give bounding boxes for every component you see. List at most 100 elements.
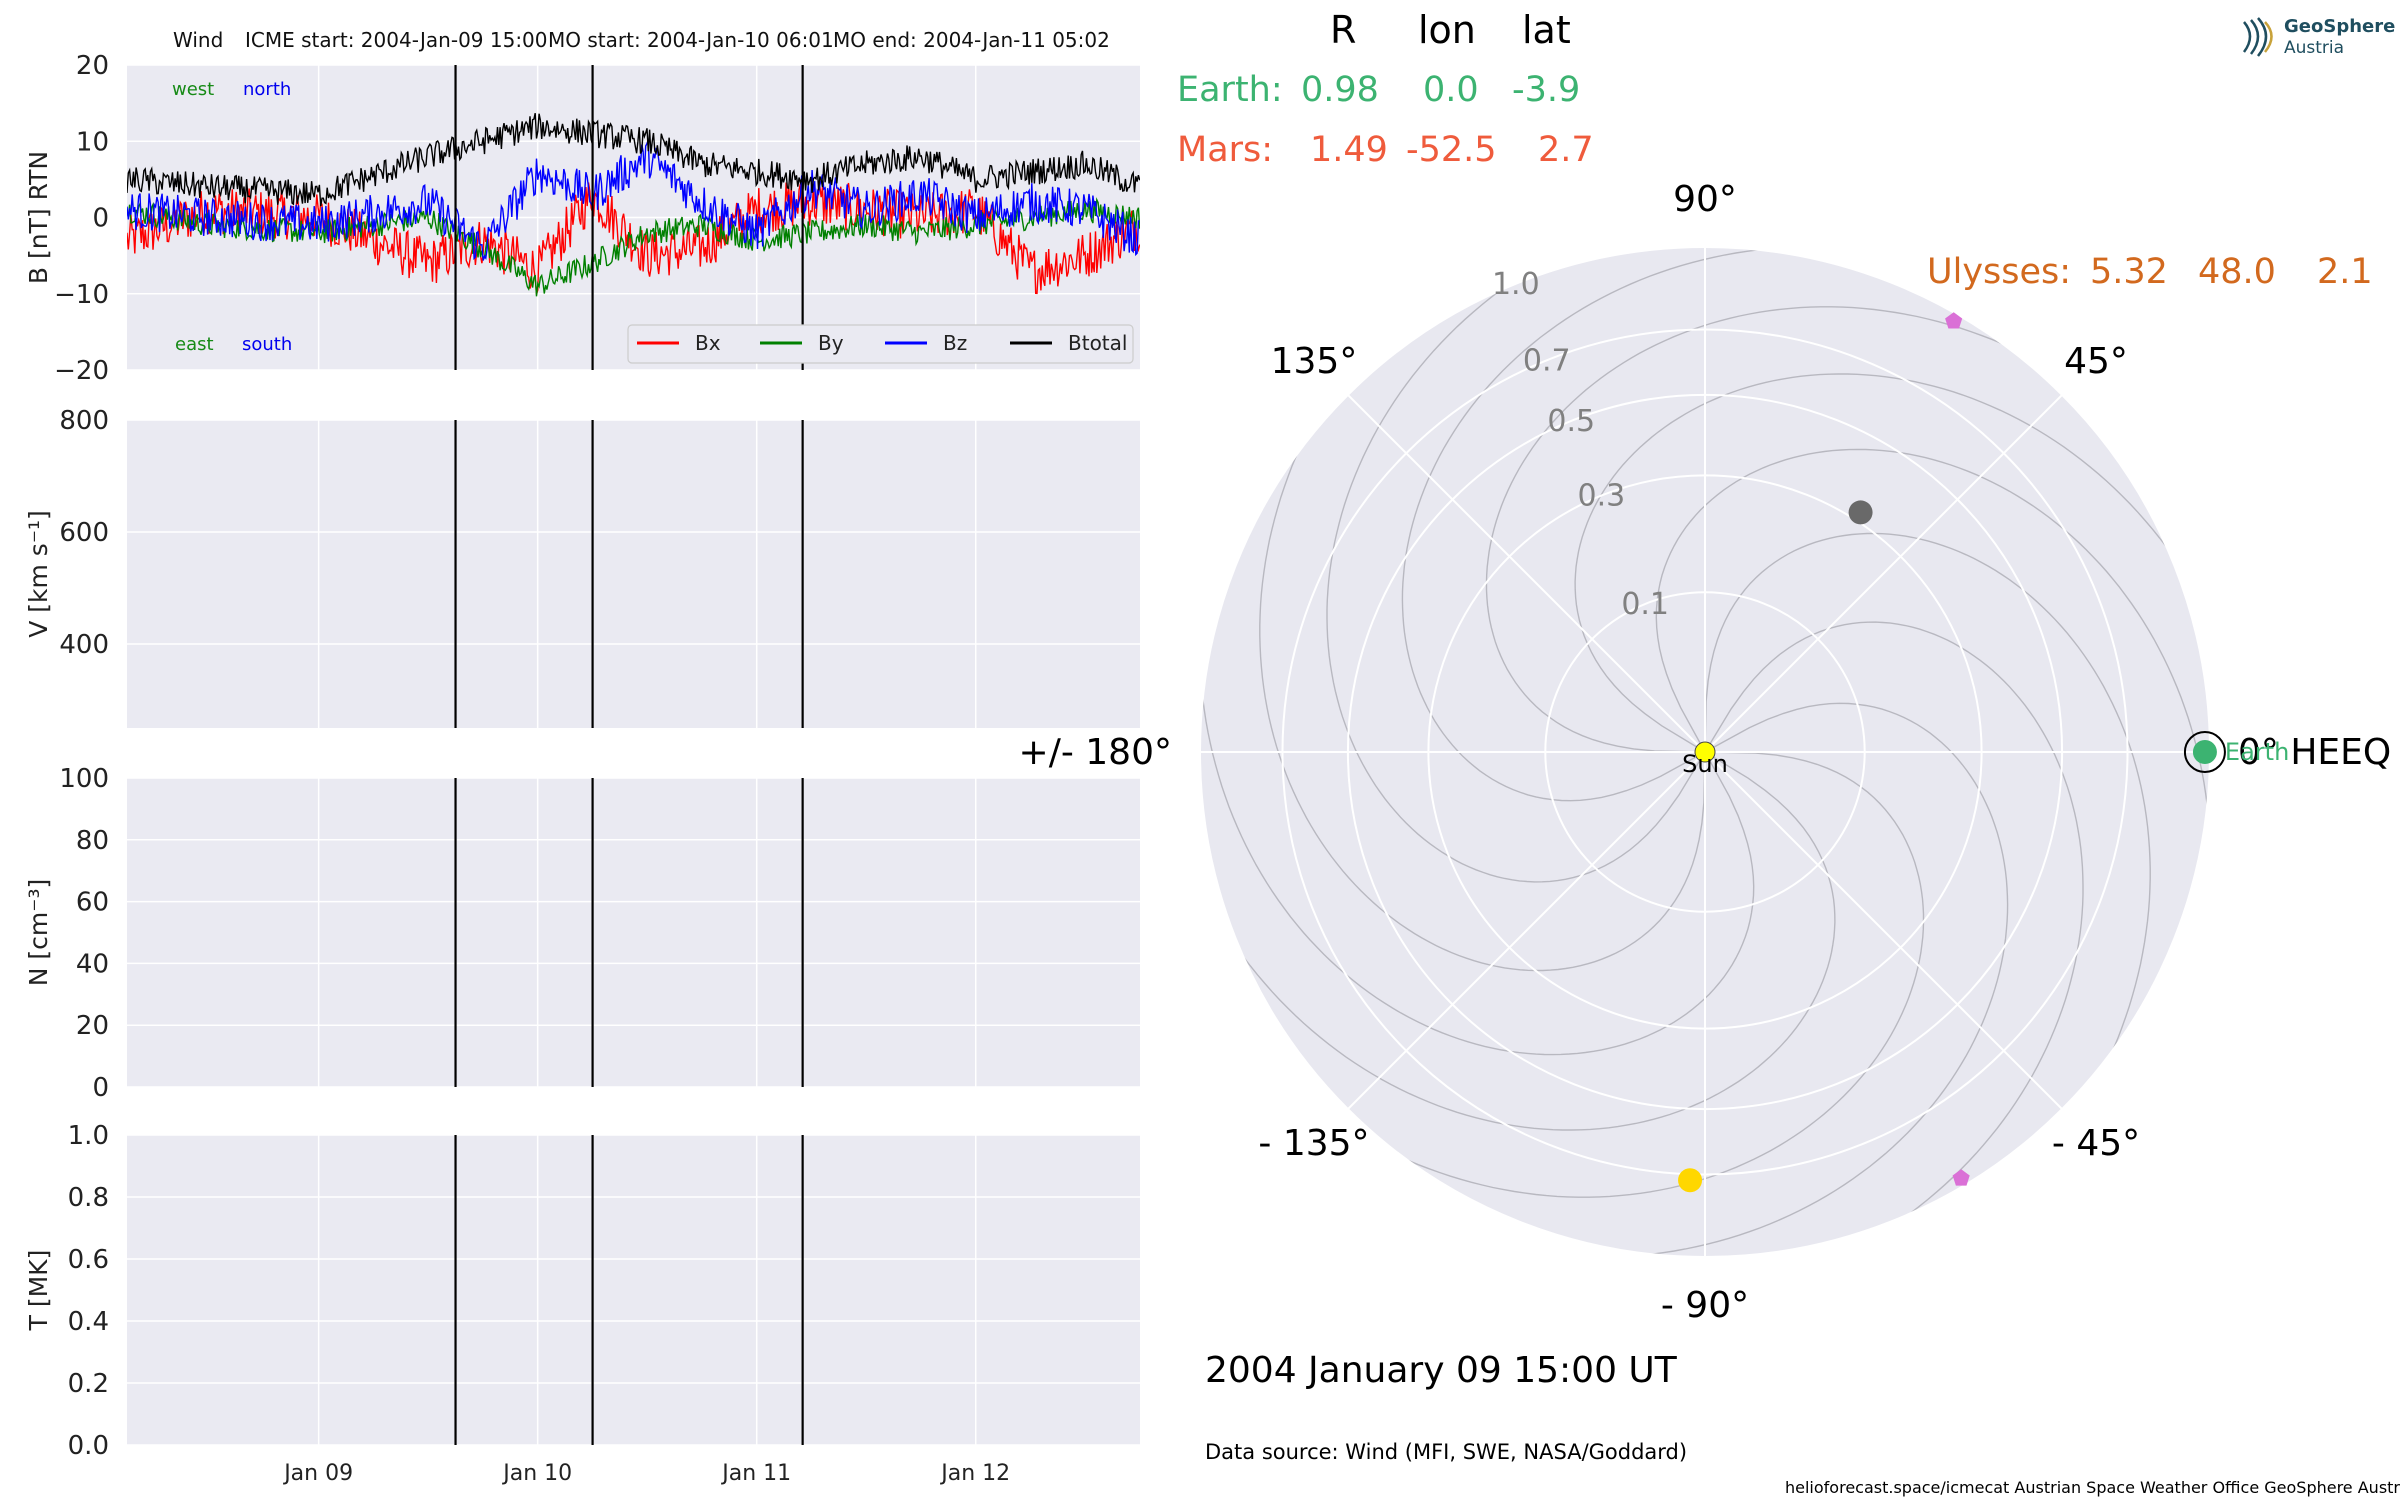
x-tick-label: Jan 11 (720, 1461, 791, 1486)
y-tick-label: 0.6 (68, 1245, 109, 1275)
logo-line1: GeoSphere (2284, 16, 2396, 37)
direction-label-south: south (242, 334, 292, 355)
legend-label-bz: Bz (943, 331, 967, 355)
direction-label-east: east (175, 334, 214, 355)
angle-label: - 45° (2052, 1123, 2140, 1164)
angle-label: +/- 180° (1019, 732, 1172, 773)
legend-label-bx: Bx (695, 331, 721, 355)
legend-label-btotal: Btotal (1068, 331, 1127, 355)
series-line-by (127, 197, 1140, 297)
y-tick-label: −20 (54, 356, 109, 386)
row-earth-r: 0.98 (1301, 70, 1379, 110)
row-mars-lon: -52.5 (1406, 130, 1497, 170)
row-earth-lon: 0.0 (1423, 70, 1479, 110)
icme-start-label: ICME start: 2004-Jan-09 15:00 (245, 28, 548, 52)
y-tick-label: −10 (54, 280, 109, 310)
x-tick-label: Jan 09 (282, 1461, 353, 1486)
b-legend: Bx By Bz Btotal (627, 324, 1134, 364)
angle-label: 45° (2064, 341, 2128, 382)
stereo-a-marker (1945, 312, 1963, 329)
y-axis-label: T [MK] (24, 1250, 53, 1332)
row-ulysses-lon: 48.0 (2198, 252, 2276, 292)
y-tick-label: 40 (76, 949, 109, 979)
row-ulysses-name: Ulysses: (1927, 252, 2072, 292)
series-line-bz (127, 139, 1140, 261)
legend-label-by: By (818, 331, 844, 355)
angular-gridline (1347, 751, 1706, 1110)
mo-end-label: MO end: 2004-Jan-11 05:02 (833, 28, 1110, 52)
spacecraft-name: Wind (173, 28, 224, 52)
y-axis-label: B [nT] RTN (24, 151, 53, 284)
y-tick-label: 100 (59, 764, 109, 794)
legend-frame (627, 324, 1134, 364)
row-mars-name: Mars: (1177, 130, 1274, 170)
logo-line2: Austria (2284, 38, 2345, 58)
radial-label: 0.5 (1547, 404, 1595, 439)
angle-label: 90° (1673, 179, 1737, 220)
direction-label-north: north (243, 79, 291, 100)
panel-background (127, 778, 1140, 1087)
polar-plot: 0.1 0.3 0.5 0.7 1.0 90° 45° 0° HEEQ - 45° - 90° - … (1019, 179, 2392, 1326)
y-tick-label: 0.0 (68, 1431, 109, 1461)
mercury-marker (1848, 500, 1873, 525)
earth-marker (2192, 740, 2217, 764)
y-tick-label: 60 (76, 888, 109, 918)
x-tick-label: Jan 10 (501, 1461, 572, 1486)
earth-ring (2183, 731, 2226, 773)
spiral-line (1371, 702, 2009, 1257)
y-tick-label: 0 (92, 204, 109, 234)
stereo-b-marker (1952, 1169, 1970, 1186)
radial-label: 1.0 (1492, 267, 1540, 302)
y-tick-label: 0.2 (68, 1369, 109, 1399)
direction-label-west: west (172, 79, 214, 100)
angle-label: - 90° (1661, 1285, 1749, 1326)
y-tick-label: 800 (59, 406, 109, 436)
b-series-group (127, 113, 1140, 297)
y-tick-label: 400 (59, 630, 109, 660)
x-tick-label: Jan 12 (939, 1461, 1010, 1486)
angle-label: - 135° (1258, 1123, 1369, 1164)
panel-background (127, 1135, 1140, 1445)
footer-credits: helioforecast.space/icmecat Austrian Spa… (1785, 1478, 2400, 1497)
series-line-btotal (127, 113, 1140, 207)
panel-background (127, 420, 1140, 728)
row-mars-lat: 2.7 (1538, 130, 1594, 170)
y-tick-label: 20 (76, 51, 109, 81)
radial-label: 0.3 (1578, 479, 1626, 514)
angle-label: 0° HEEQ (2238, 732, 2391, 773)
time-label: 2004 January 09 15:00 UT (1205, 1350, 1677, 1391)
row-ulysses-r: 5.32 (2090, 252, 2168, 292)
table-header-lat: lat (1522, 8, 1571, 52)
table-header-lon: lon (1418, 8, 1476, 52)
sun-marker (1694, 741, 1716, 763)
angular-gridline (1704, 751, 2063, 1110)
table-header-r: R (1330, 8, 1357, 52)
y-tick-label: 20 (76, 1011, 109, 1041)
y-tick-label: 600 (59, 518, 109, 548)
geosphere-logo: GeoSphere Austria (2238, 14, 2395, 62)
row-ulysses-lat: 2.1 (2317, 252, 2373, 292)
venus-marker (1678, 1168, 1703, 1193)
y-axis-label: V [km s⁻¹] (24, 510, 53, 638)
y-axis-label: N [cm⁻³] (24, 879, 53, 986)
y-tick-label: 80 (76, 826, 109, 856)
radial-label: 0.7 (1523, 343, 1571, 378)
angular-gridline (1347, 394, 1706, 753)
row-mars-r: 1.49 (1310, 130, 1388, 170)
timeseries-panel-4: 1.0 0.8 0.6 0.4 0.2 0.0 T [MK] (24, 1121, 1140, 1461)
spiral-line (1401, 247, 2039, 802)
data-source-label: Data source: Wind (MFI, SWE, NASA/Goddar… (1205, 1440, 1688, 1464)
geosphere-logo-icon (2242, 17, 2273, 57)
y-tick-label: 0 (92, 1073, 109, 1103)
y-tick-label: 10 (76, 127, 109, 157)
angular-gridline (1704, 394, 2063, 753)
mo-start-label: MO start: 2004-Jan-10 06:01 (548, 28, 834, 52)
row-earth-lat: -3.9 (1512, 70, 1581, 110)
y-tick-label: 1.0 (68, 1121, 109, 1151)
y-tick-label: 0.4 (68, 1307, 109, 1337)
row-earth-name: Earth: (1177, 70, 1283, 110)
angle-label: 135° (1271, 341, 1358, 382)
y-tick-label: 0.8 (68, 1183, 109, 1213)
